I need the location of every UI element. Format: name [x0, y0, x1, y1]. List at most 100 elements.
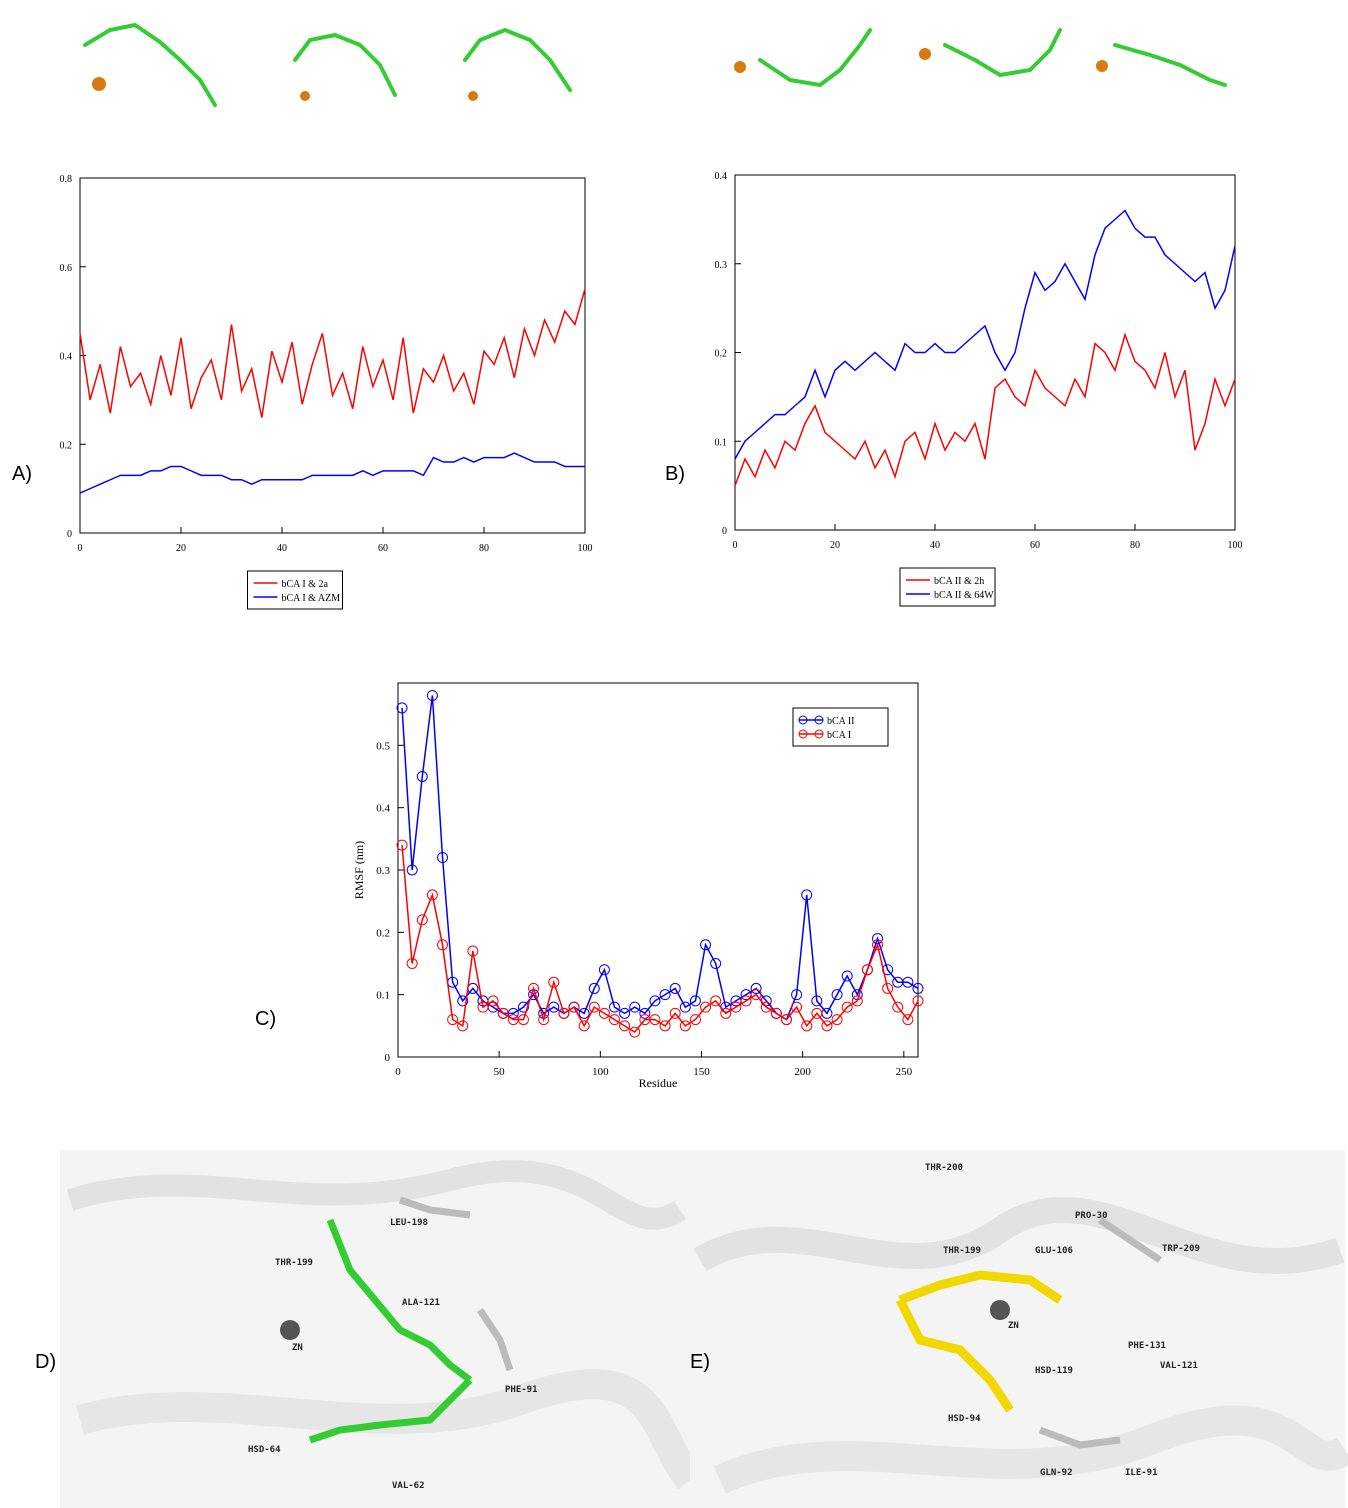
point [578, 1020, 590, 1032]
point [517, 1001, 529, 1013]
legend-marker [814, 715, 824, 725]
point [416, 771, 428, 782]
point [457, 1020, 469, 1032]
point [467, 945, 479, 957]
series-line [79, 452, 585, 494]
residue-label: ALA-121 [402, 1298, 440, 1308]
point [396, 702, 408, 714]
x-tick-label: 20 [830, 540, 840, 551]
legend-label: bCA II [827, 716, 855, 727]
x-tick-label: 100 [1228, 540, 1243, 551]
point [740, 995, 752, 1007]
point [892, 1001, 904, 1013]
ligand-poses [83, 22, 1227, 107]
point [426, 889, 438, 901]
chart: A) 0 20 40 60 80 100 0 0.2 0.4 0.6 0.8 bCA I & 2a bCA… [12, 174, 593, 610]
x-tick-label: 80 [479, 543, 489, 554]
point [659, 989, 671, 1001]
point [608, 1014, 620, 1026]
series-line [734, 332, 1236, 486]
point [649, 995, 661, 1007]
x-tick-label: 60 [378, 543, 388, 554]
point [902, 1014, 914, 1026]
point [912, 995, 924, 1007]
y-tick-label: 0.1 [715, 437, 728, 448]
residue-label: THR-199 [275, 1258, 313, 1268]
point [477, 1001, 489, 1013]
legend-box [247, 570, 343, 610]
point [831, 1014, 843, 1026]
series-line [79, 288, 586, 418]
point [447, 1014, 459, 1026]
point [902, 976, 914, 988]
point [710, 958, 722, 969]
x-tick-label: 60 [1030, 540, 1040, 551]
point [608, 1001, 620, 1013]
point [872, 939, 884, 951]
y-tick-label: 0 [722, 526, 727, 537]
point [679, 1001, 691, 1013]
point [598, 1007, 610, 1019]
point [406, 864, 418, 876]
panel-label: D) [35, 1351, 56, 1373]
residue-label: HSD-64 [248, 1445, 281, 1455]
series-line [401, 845, 919, 1034]
x-tick-label: 0 [78, 543, 83, 554]
point [811, 1007, 823, 1019]
residue-label: ZN [292, 1343, 303, 1353]
point [437, 852, 449, 864]
point [416, 914, 428, 926]
point [841, 970, 853, 982]
point [517, 1014, 529, 1026]
point [426, 689, 438, 701]
point [882, 982, 894, 994]
point [598, 964, 610, 976]
point [619, 1007, 631, 1019]
legend-label: bCA I [827, 730, 851, 741]
x-tick-label: 250 [896, 1066, 913, 1078]
point [558, 1007, 570, 1019]
point [750, 989, 762, 1001]
chart: C) 0 50 100 150 200 250 0 0.1 0.2 0.3 0.4 0.5 Residue… [255, 682, 924, 1090]
point [841, 1001, 853, 1013]
point [770, 1007, 782, 1019]
point [396, 839, 408, 851]
legend-box [899, 567, 996, 607]
point [548, 1001, 560, 1013]
protein-render-e [690, 1150, 1348, 1508]
residue-label: PHE-131 [1128, 1341, 1166, 1351]
point [619, 1020, 631, 1032]
x-tick-label: 50 [494, 1066, 506, 1078]
point [649, 1014, 661, 1026]
point [568, 1001, 580, 1013]
point [457, 995, 469, 1007]
residue-label: PRO-30 [1075, 1211, 1108, 1221]
residue-label: ILE-91 [1125, 1468, 1158, 1478]
point [861, 964, 873, 976]
panel-label: E) [690, 1351, 710, 1373]
point [689, 1014, 701, 1026]
plot-frame [734, 174, 1236, 531]
y-tick-label: 0 [385, 1052, 391, 1064]
legend-marker [798, 715, 808, 725]
y-tick-label: 0.2 [715, 349, 728, 360]
point [780, 1014, 792, 1026]
legend-label: bCA II & 64W [934, 590, 994, 601]
point [588, 1001, 600, 1013]
y-tick-label: 0.2 [376, 927, 390, 939]
legend-marker [814, 729, 824, 739]
y-tick-label: 0.4 [376, 803, 390, 815]
point [548, 976, 560, 988]
x-tick-label: 100 [578, 543, 593, 554]
y-tick-label: 0.5 [376, 740, 390, 752]
residue-label: VAL-62 [392, 1481, 425, 1491]
y-axis-label: RMSF (nm) [352, 841, 366, 899]
point [528, 982, 540, 994]
point [669, 982, 681, 994]
point [679, 1020, 691, 1032]
x-tick-label: 0 [733, 540, 738, 551]
y-tick-label: 0.2 [60, 440, 73, 451]
residue-label: GLN-92 [1040, 1468, 1073, 1478]
panel-label: A) [12, 463, 32, 485]
